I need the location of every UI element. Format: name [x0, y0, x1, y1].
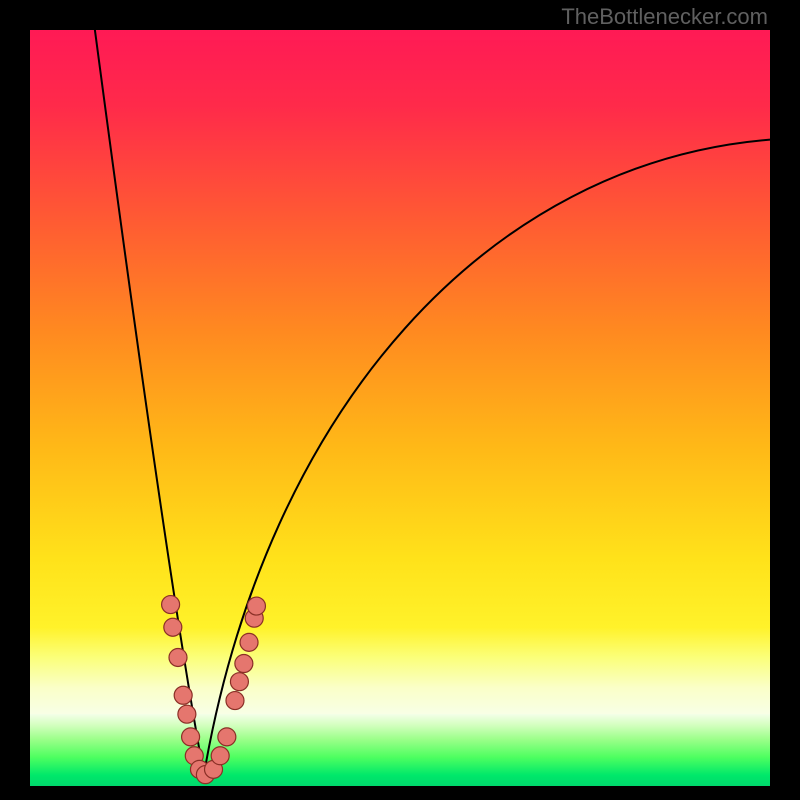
watermark-text: TheBottlenecker.com [561, 4, 768, 30]
marker-group [162, 596, 266, 784]
curve-left-branch [93, 30, 204, 775]
curve-right-branch [204, 140, 770, 775]
data-marker [178, 705, 196, 723]
plot-area [30, 30, 770, 786]
data-marker [169, 648, 187, 666]
data-marker [230, 673, 248, 691]
data-marker [174, 686, 192, 704]
data-marker [211, 747, 229, 765]
data-marker [218, 728, 236, 746]
data-marker [235, 655, 253, 673]
data-marker [226, 692, 244, 710]
curve-layer [30, 30, 770, 786]
data-marker [162, 596, 180, 614]
data-marker [164, 618, 182, 636]
data-marker [247, 597, 265, 615]
data-marker [240, 633, 258, 651]
data-marker [182, 728, 200, 746]
chart-container: { "canvas": { "width": 800, "height": 80… [0, 0, 800, 800]
